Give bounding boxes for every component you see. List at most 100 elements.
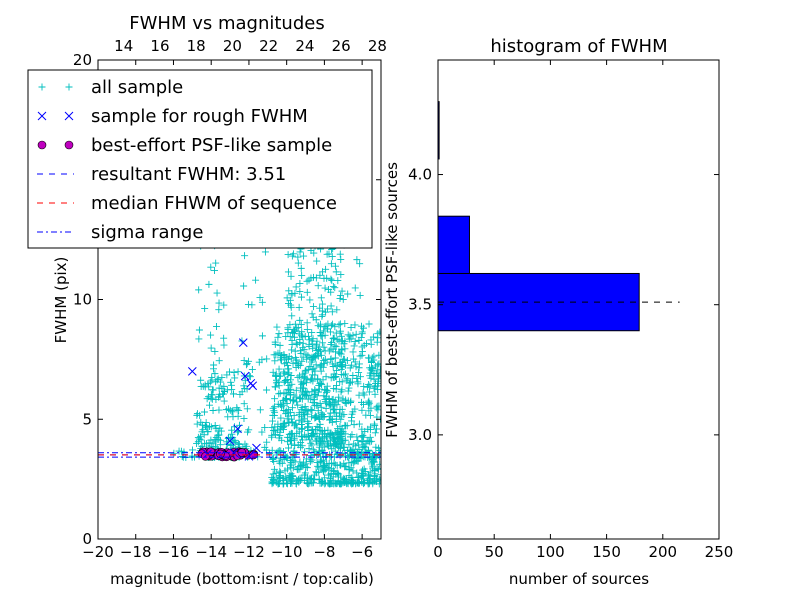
scatter-title: FWHM vs magnitudes	[129, 13, 324, 34]
all-sample-point	[243, 360, 251, 368]
all-sample-point	[337, 415, 345, 423]
all-sample-point	[298, 395, 306, 403]
all-sample-point	[371, 452, 379, 460]
all-sample-point	[195, 335, 203, 343]
all-sample-point	[274, 333, 282, 341]
all-sample-point	[336, 250, 344, 258]
all-sample-point	[296, 279, 304, 287]
all-sample-point	[241, 252, 249, 260]
legend-items: all sample sample for rough FWHM best-effo…	[37, 77, 337, 243]
all-sample-point	[207, 423, 215, 431]
all-sample-point	[332, 262, 340, 270]
all-sample-point	[318, 300, 326, 308]
all-sample-point	[298, 380, 306, 388]
all-sample-point	[223, 371, 231, 379]
all-sample-point	[312, 274, 320, 282]
all-sample-point	[290, 411, 298, 419]
all-sample-point	[212, 395, 220, 403]
all-sample-point	[358, 330, 366, 338]
all-sample-point	[278, 401, 286, 409]
all-sample-point	[358, 406, 366, 414]
all-sample-point	[209, 406, 217, 414]
x-tick-label: 200	[648, 543, 677, 561]
all-sample-point	[324, 325, 332, 333]
all-sample-point	[365, 437, 373, 445]
all-sample-point	[338, 287, 346, 295]
all-sample-point	[317, 351, 325, 359]
all-sample-point	[283, 433, 291, 441]
all-sample-point	[366, 433, 374, 441]
all-sample-point	[310, 479, 318, 487]
all-sample-point	[271, 430, 279, 438]
all-sample-point	[317, 323, 325, 331]
all-sample-point	[286, 388, 294, 396]
all-sample-point	[337, 292, 345, 300]
all-sample-point	[361, 443, 369, 451]
all-sample-point	[269, 404, 277, 412]
all-sample-point	[336, 378, 344, 386]
all-sample-point	[329, 406, 337, 414]
all-sample-point	[343, 357, 351, 365]
all-sample-point	[359, 466, 367, 474]
all-sample-point	[290, 434, 298, 442]
all-sample-point	[314, 282, 322, 290]
all-sample-point	[316, 380, 324, 388]
all-sample-point	[301, 469, 309, 477]
all-sample-point	[320, 461, 328, 469]
all-sample-point	[310, 399, 318, 407]
all-sample-point	[343, 422, 351, 430]
all-sample-point	[375, 351, 381, 359]
all-sample-point	[196, 411, 204, 419]
all-sample-point	[211, 370, 219, 378]
all-sample-point	[287, 430, 295, 438]
all-sample-point	[286, 461, 294, 469]
all-sample-point	[269, 411, 277, 419]
all-sample-point	[337, 271, 345, 279]
all-sample-point	[240, 400, 248, 408]
all-sample-point	[318, 381, 326, 389]
all-sample-point	[175, 447, 183, 455]
all-sample-point	[308, 329, 316, 337]
all-sample-point	[292, 359, 300, 367]
all-sample-point	[362, 411, 370, 419]
all-sample-point	[270, 477, 278, 485]
all-sample-point	[329, 282, 337, 290]
x-tick-label: 150	[592, 543, 621, 561]
all-sample-point	[358, 398, 366, 406]
all-sample-point	[274, 448, 282, 456]
all-sample-point	[323, 399, 331, 407]
all-sample-point	[365, 354, 373, 362]
all-sample-point	[370, 420, 378, 428]
all-sample-point	[310, 273, 318, 281]
all-sample-point	[289, 359, 297, 367]
all-sample-point	[302, 406, 310, 414]
all-sample-point	[371, 383, 379, 391]
all-sample-point	[285, 299, 293, 307]
all-sample-point	[271, 357, 279, 365]
all-sample-point	[269, 368, 277, 376]
legend-marker	[64, 111, 74, 121]
all-sample-point	[205, 280, 213, 288]
all-sample-point	[291, 347, 299, 355]
all-sample-point	[201, 304, 209, 312]
all-sample-point	[355, 369, 363, 377]
rough-fwhm-sample-point	[252, 443, 261, 453]
all-sample-point	[246, 373, 254, 381]
all-sample-point	[326, 432, 334, 440]
all-sample-point	[290, 447, 298, 455]
all-sample-point	[296, 248, 304, 256]
all-sample-point	[351, 321, 359, 329]
rough-fwhm-sample-point	[244, 452, 254, 461]
all-sample-point	[273, 323, 281, 331]
all-sample-point	[371, 390, 379, 398]
all-sample-point	[211, 267, 219, 275]
all-sample-point	[242, 361, 250, 369]
all-sample-point	[193, 420, 201, 428]
all-sample-point	[207, 344, 215, 352]
all-sample-point	[320, 392, 328, 400]
all-sample-point	[263, 438, 271, 446]
all-sample-point	[218, 385, 226, 393]
rough-fwhm-sample-point	[187, 366, 197, 376]
all-sample-point	[356, 260, 364, 268]
all-sample-point	[303, 388, 311, 396]
